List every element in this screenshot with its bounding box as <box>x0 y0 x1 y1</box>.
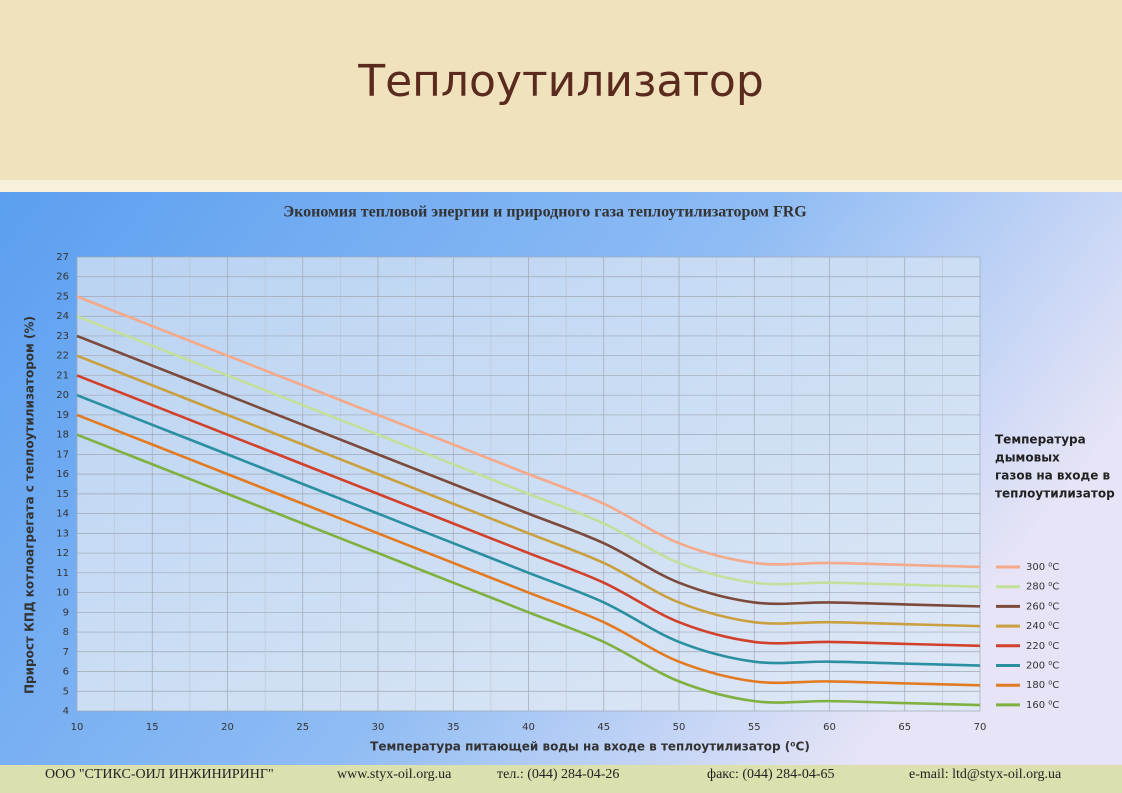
chart-title: Экономия тепловой энергии и природного г… <box>283 204 807 221</box>
legend-label: 260 ⁰C <box>1026 601 1059 612</box>
y-tick-label: 13 <box>56 528 69 539</box>
legend-label: 200 ⁰C <box>1026 661 1059 672</box>
legend-title: дымовых <box>995 451 1060 465</box>
x-tick-label: 10 <box>71 722 84 733</box>
x-axis-label: Температура питающей воды на входе в теп… <box>370 740 810 754</box>
footer-text: факс: (044) 284-04-65 <box>707 767 835 782</box>
series-line <box>76 393 981 667</box>
series-line <box>76 315 981 588</box>
y-tick-label: 17 <box>56 449 69 460</box>
x-tick-label: 70 <box>974 722 987 733</box>
series-line <box>76 295 981 569</box>
y-tick-label: 6 <box>63 667 69 678</box>
x-tick-label: 25 <box>296 722 309 733</box>
y-tick-label: 8 <box>63 627 69 638</box>
banner <box>0 0 1122 190</box>
legend-title: газов на входе в <box>995 469 1111 483</box>
series-line <box>76 413 981 687</box>
footer-bar <box>0 765 1122 793</box>
footer-text: ООО "СТИКС-ОИЛ ИНЖИНИРИНГ" <box>45 767 274 782</box>
legend-label: 180 ⁰C <box>1026 680 1059 691</box>
series-line <box>76 334 981 608</box>
y-tick-label: 11 <box>56 568 69 579</box>
y-tick-label: 22 <box>56 351 69 362</box>
y-tick-label: 21 <box>56 370 69 381</box>
legend-label: 220 ⁰C <box>1026 641 1059 652</box>
legend-title: Температура <box>995 433 1086 447</box>
x-tick-label: 30 <box>372 722 385 733</box>
legend-label: 160 ⁰C <box>1026 700 1059 711</box>
y-tick-label: 4 <box>63 706 69 717</box>
y-tick-label: 20 <box>56 390 69 401</box>
x-tick-label: 45 <box>597 722 610 733</box>
x-tick-label: 55 <box>748 722 761 733</box>
y-axis-label: Прирост КПД котлоагрегата с теплоутилиза… <box>23 316 37 694</box>
y-tick-label: 15 <box>56 489 69 500</box>
x-tick-label: 20 <box>221 722 234 733</box>
y-tick-label: 19 <box>56 410 69 421</box>
x-tick-label: 35 <box>447 722 460 733</box>
y-tick-label: 25 <box>56 291 69 302</box>
y-tick-label: 26 <box>56 272 69 283</box>
banner-edge <box>0 180 1122 192</box>
legend-title: теплоутилизатор <box>995 487 1115 501</box>
series-line <box>76 433 981 707</box>
y-tick-label: 16 <box>56 469 69 480</box>
slide-title: Теплоутилизатор <box>357 56 764 107</box>
series-line <box>76 354 981 628</box>
y-tick-label: 27 <box>56 252 69 263</box>
footer-text: тел.: (044) 284-04-26 <box>497 767 619 782</box>
y-tick-label: 12 <box>56 548 69 559</box>
y-tick-label: 9 <box>63 607 69 618</box>
y-tick-label: 18 <box>56 430 69 441</box>
series-line <box>76 374 981 648</box>
footer-text: e-mail: ltd@styx-oil.org.ua <box>909 767 1062 782</box>
footer-text: www.styx-oil.org.ua <box>337 767 452 782</box>
x-tick-label: 40 <box>522 722 535 733</box>
y-tick-label: 10 <box>56 588 69 599</box>
y-tick-label: 7 <box>63 647 69 658</box>
legend-label: 240 ⁰C <box>1026 621 1059 632</box>
y-tick-label: 23 <box>56 331 69 342</box>
y-tick-label: 5 <box>63 686 69 697</box>
x-tick-label: 50 <box>673 722 686 733</box>
x-tick-label: 60 <box>823 722 836 733</box>
legend-label: 280 ⁰C <box>1026 582 1059 593</box>
y-tick-label: 24 <box>56 311 69 322</box>
x-tick-label: 15 <box>146 722 159 733</box>
y-tick-label: 14 <box>56 509 69 520</box>
legend-label: 300 ⁰C <box>1026 562 1059 573</box>
x-tick-label: 65 <box>898 722 911 733</box>
